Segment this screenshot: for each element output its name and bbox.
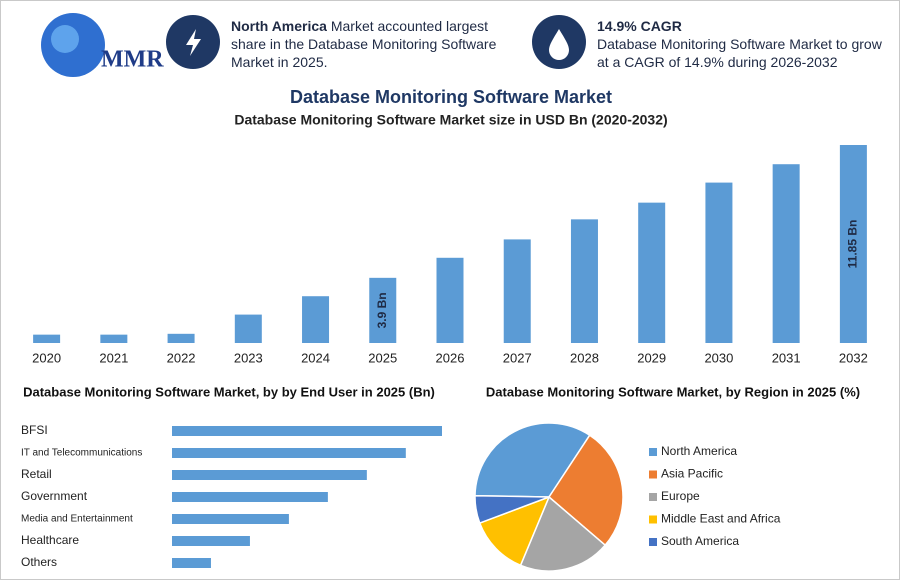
legend-swatch: [649, 538, 657, 546]
y-tick-label: Retail: [21, 467, 52, 481]
x-tick-label: 2032: [839, 350, 868, 365]
x-tick-label: 2030: [704, 350, 733, 365]
x-tick-label: 2020: [32, 350, 61, 365]
pie-slice: [548, 434, 624, 547]
x-tick-label: 2029: [637, 350, 666, 365]
x-tick-label: 2026: [436, 350, 465, 365]
data-label: 11.85 Bn: [846, 220, 860, 269]
bolt-glyph: [186, 29, 201, 56]
bar: [172, 448, 406, 458]
bar: [503, 239, 531, 343]
chart-title: Database Monitoring Software Market, by …: [23, 384, 435, 399]
x-tick-label: 2025: [368, 350, 397, 365]
page-title: Database Monitoring Software Market: [290, 87, 612, 107]
y-tick-label: IT and Telecommunications: [21, 448, 142, 459]
highlight-2: 14.9% CAGR Database Monitoring Software M…: [597, 17, 897, 71]
logo-text: MMR: [101, 47, 164, 73]
x-tick-label: 2024: [301, 350, 330, 365]
legend-swatch: [649, 515, 657, 524]
bar: [302, 296, 330, 343]
chart-title: Database Monitoring Software Market, by …: [486, 384, 860, 399]
y-tick-label: Healthcare: [21, 533, 79, 547]
highlight-bold: North America: [231, 18, 327, 34]
bar: [172, 536, 250, 546]
pie-slice: [478, 495, 551, 567]
y-tick-label: Government: [21, 489, 88, 503]
legend-label: North America: [661, 444, 737, 458]
pie-slice: [474, 494, 550, 525]
legend-swatch: [649, 470, 657, 479]
bar: [100, 334, 128, 343]
bar: [167, 333, 195, 343]
highlight-1: North America Market accounted largest s…: [231, 17, 521, 71]
chart-title: Database Monitoring Software Market size…: [234, 112, 667, 128]
legend-swatch: [649, 448, 657, 456]
bar: [570, 219, 598, 343]
highlight-text: Database Monitoring Software Market to g…: [597, 36, 882, 70]
x-tick-label: 2022: [167, 350, 196, 365]
y-tick-label: BFSI: [21, 423, 48, 437]
legend-label: South America: [661, 534, 739, 548]
x-tick-label: 2028: [570, 350, 599, 365]
bar: [33, 334, 61, 343]
bar: [772, 164, 800, 343]
bar: [172, 558, 211, 568]
x-tick-label: 2027: [503, 350, 532, 365]
legend-label: Asia Pacific: [661, 467, 723, 481]
bar: [839, 145, 867, 343]
bar: [705, 182, 733, 343]
bar: [234, 314, 262, 343]
y-tick-label: Media and Entertainment: [21, 514, 133, 525]
x-tick-label: 2031: [772, 350, 801, 365]
bar: [172, 470, 367, 480]
bar: [172, 492, 328, 502]
logo-shine: [51, 25, 79, 53]
bar: [369, 277, 397, 343]
x-tick-label: 2021: [99, 350, 128, 365]
legend-label: Middle East and Africa: [661, 512, 781, 526]
y-tick-label: Others: [21, 555, 57, 569]
bar: [172, 514, 289, 524]
drop-glyph: [549, 29, 569, 60]
highlight-bold: 14.9% CAGR: [597, 18, 682, 34]
highlight-text: Market accounted largest share in the Da…: [231, 18, 497, 70]
data-label: 3.9 Bn: [375, 292, 389, 328]
legend-swatch: [649, 493, 657, 501]
bar: [172, 426, 442, 436]
bar: [436, 257, 464, 343]
bar: [638, 202, 666, 343]
legend-label: Europe: [661, 489, 700, 503]
x-tick-label: 2023: [234, 350, 263, 365]
